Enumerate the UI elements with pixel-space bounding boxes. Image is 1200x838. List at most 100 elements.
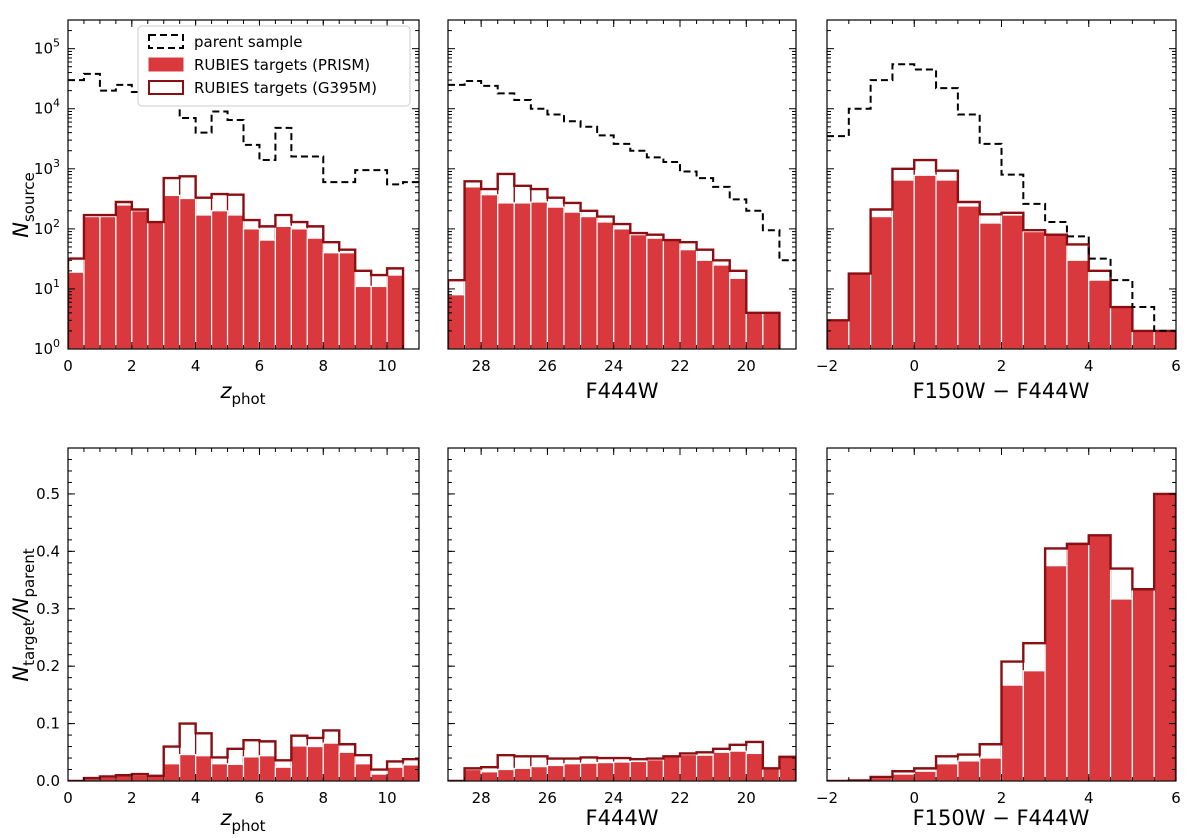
x-tick-label: 22: [670, 357, 689, 375]
prism-bar: [979, 222, 1003, 349]
prism-bar: [99, 216, 117, 349]
prism-bar: [613, 761, 631, 781]
prism-bar: [354, 763, 372, 781]
prism-bar: [306, 745, 324, 781]
prism-bar: [546, 764, 565, 781]
prism-bar: [258, 755, 277, 781]
prism-bar: [354, 285, 372, 349]
g395m-step-line: [448, 740, 796, 781]
axes-frame: [67, 447, 420, 782]
plot-area-top_f444w: [448, 79, 796, 349]
prism-bar: [497, 768, 515, 781]
parent-step-line: [68, 72, 419, 186]
prism-bar: [386, 274, 404, 349]
prism-bar: [1109, 306, 1133, 349]
prism-bar: [695, 754, 714, 781]
y-tick-label: 102: [34, 217, 60, 238]
prism-bar: [891, 773, 915, 781]
prism-bar: [195, 755, 213, 781]
x-tick-label: 4: [191, 789, 201, 807]
prism-bar: [629, 760, 648, 781]
prism-bar: [762, 312, 781, 349]
prism-bar: [596, 221, 615, 349]
prism-bar: [68, 271, 85, 349]
prism-bar: [563, 763, 582, 781]
x-tick-label: 4: [191, 357, 201, 375]
bottom-ylabel-sub-2: parent: [20, 548, 38, 597]
prism-bar: [891, 179, 915, 349]
prism-bar: [163, 194, 181, 349]
plot-area-bottom_color: [827, 492, 1176, 781]
plot-area-bottom_f444w: [448, 740, 796, 781]
prism-bar: [1153, 330, 1176, 349]
x-tick-label: 10: [378, 357, 397, 375]
x-tick-label: 0: [63, 789, 73, 807]
prism-bar: [274, 766, 292, 781]
prism-bar: [579, 216, 598, 349]
bottom-xlabel-zphot-main: z: [219, 806, 232, 830]
prism-bar: [1088, 534, 1112, 781]
prism-bar: [646, 759, 665, 781]
axes-frame: [447, 447, 797, 782]
x-tick-label: 20: [737, 789, 756, 807]
prism-bar: [546, 206, 565, 349]
bottom-ylabel: Ntarget/Nparent: [9, 548, 38, 681]
prism-bar: [386, 766, 404, 781]
prism-bar: [613, 228, 631, 349]
top-xlabel-f444w: F444W: [586, 379, 659, 403]
prism-bar: [513, 767, 532, 781]
prism-bar: [290, 228, 308, 349]
prism-bar: [646, 237, 665, 349]
prism-bar: [480, 771, 499, 781]
bottom-ylabel-main-1: N: [9, 666, 33, 682]
g395m-step-line: [68, 175, 405, 349]
x-tick-label: 24: [604, 789, 623, 807]
prism-bar: [530, 766, 549, 781]
prism-bar: [1131, 330, 1155, 349]
prism-bar: [115, 204, 133, 349]
prism-bar: [226, 214, 245, 349]
prism-bar: [1088, 279, 1112, 349]
prism-bar: [147, 221, 165, 349]
prism-bar: [913, 174, 937, 349]
x-tick-label: 26: [538, 789, 557, 807]
prism-bar: [179, 753, 197, 781]
bottom-xlabel-zphot: zphot: [219, 806, 265, 835]
x-tick-label: 4: [1084, 357, 1094, 375]
legend-box: [137, 25, 411, 107]
prism-bar: [274, 225, 292, 349]
g395m-step-line: [827, 158, 1176, 349]
prism-bar: [935, 763, 959, 781]
parent-step-line: [827, 63, 1176, 332]
x-tick-label: 24: [604, 357, 623, 375]
g395m-step-line: [448, 172, 781, 349]
y-tick-label: 0.5: [36, 485, 60, 503]
top-ylabel: Nsource: [9, 172, 38, 238]
prism-bar: [402, 764, 419, 781]
prism-bar: [513, 202, 532, 349]
x-tick-label: 0: [909, 357, 919, 375]
prism-bar: [210, 210, 229, 349]
prism-bar: [1044, 565, 1068, 781]
x-tick-label: 6: [255, 789, 265, 807]
prism-bar: [913, 770, 937, 781]
prism-bar: [179, 197, 197, 349]
y-tick-label: 101: [34, 277, 60, 298]
x-tick-label: −2: [816, 789, 838, 807]
legend-prism-label: RUBIES targets (PRISM): [194, 56, 370, 74]
plot-area-top_zphot: [68, 72, 419, 349]
prism-bar: [745, 312, 764, 349]
prism-bar: [679, 249, 698, 349]
prism-bar: [242, 756, 261, 781]
panel-bottom_color: −2 0 2 4 6: [816, 447, 1181, 807]
prism-bar: [870, 216, 894, 349]
top-xlabel-zphot-sub: phot: [231, 390, 265, 408]
x-tick-label: 2: [127, 789, 137, 807]
legend-parent-swatch: [148, 34, 184, 49]
prism-bar: [163, 763, 181, 781]
g395m-step-line: [827, 492, 1176, 781]
x-tick-label: 0: [909, 789, 919, 807]
prism-bar: [596, 762, 615, 781]
top-ylabel-sub: source: [20, 172, 38, 222]
